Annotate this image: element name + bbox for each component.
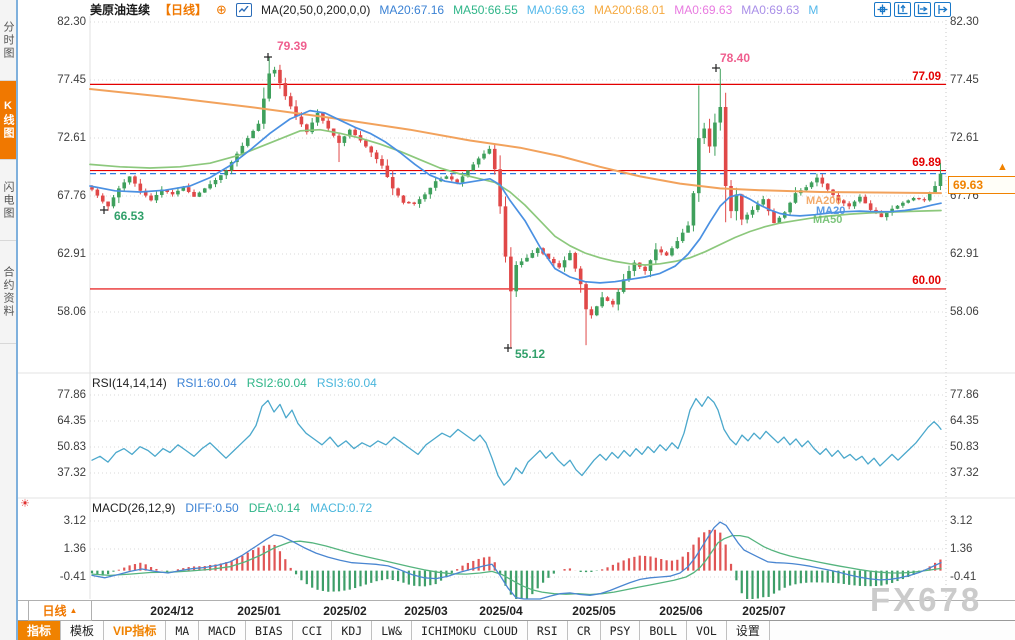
toolbar-item-psy[interactable]: PSY <box>601 621 641 640</box>
date-label: 2025/06 <box>659 604 703 618</box>
ma-legend-item: MA0:69.63 <box>674 2 733 17</box>
toolbar-item-lw[interactable]: LW& <box>372 621 412 640</box>
macd-legend-item: DEA:0.14 <box>248 501 301 515</box>
sidebar-tab-kline-active[interactable]: K线图 <box>0 81 16 160</box>
crosshair-icon[interactable] <box>874 2 891 17</box>
period-selector-label: 日线 <box>42 604 67 618</box>
macd-settings-sun-icon[interactable]: ☀ <box>20 498 30 510</box>
toolbar-item-ma[interactable]: MA <box>166 621 200 640</box>
date-label: 2025/05 <box>572 604 616 618</box>
period-up-arrow-icon: ▲ <box>69 606 78 615</box>
period-selector[interactable]: 日线 ▲ <box>28 601 92 621</box>
sidebar-tab-view[interactable]: 分时图 <box>0 0 16 81</box>
toolbar-item-cn[interactable]: 指标 <box>18 621 62 640</box>
date-label: 2025/02 <box>323 604 367 618</box>
price-up-arrow-icon: ▲ <box>997 161 1008 173</box>
toolbar-item-vol[interactable]: VOL <box>687 621 727 640</box>
ma-legend-item: MA20:67.16 <box>379 2 445 17</box>
macd-legend-item: MACD:0.72 <box>310 501 373 515</box>
sidebar-tab-view[interactable]: 闪电图 <box>0 160 16 241</box>
ma-formula: MA(20,50,0,200,0,0) <box>260 2 371 17</box>
macd-legend-item: DIFF:0.50 <box>185 501 239 515</box>
macd-legend: DIFF:0.50 DEA:0.14 MACD:0.72 <box>185 501 372 515</box>
ma-legend-item: MA0:69.63 <box>741 2 800 17</box>
toolbar-item-kdj[interactable]: KDJ <box>332 621 373 640</box>
toolbar-item-rsi[interactable]: RSI <box>528 621 568 640</box>
chart-toolbar-icons <box>874 2 951 17</box>
rsi-legend: RSI1:60.04 RSI2:60.04 RSI3:60.04 <box>177 376 377 390</box>
view-sidebar: 分时图 K线图 闪电图 合约资料 <box>0 0 18 640</box>
pan-right-icon[interactable] <box>934 2 951 17</box>
rsi-legend-item: RSI2:60.04 <box>246 376 307 390</box>
rsi-legend-item: RSI1:60.04 <box>176 376 237 390</box>
toolbar-item-cn[interactable]: 模板 <box>61 621 105 640</box>
chart-header: 美原油连续 【日线】 ⊕ MA(20,50,0,200,0,0) MA20:67… <box>90 1 818 18</box>
toolbar-item-cn[interactable]: 设置 <box>727 621 770 640</box>
rsi-panel-header: RSI(14,14,14) RSI1:60.04 RSI2:60.04 RSI3:6… <box>92 376 377 390</box>
rsi-legend-item: RSI3:60.04 <box>316 376 377 390</box>
ma-legend-item: M <box>808 2 819 17</box>
toolbar-item-cr[interactable]: CR <box>568 621 601 640</box>
zoom-vertical-axis-icon[interactable] <box>894 2 911 17</box>
macd-title: MACD(26,12,9) <box>92 501 176 515</box>
ma-legend-item: MA0:69.63 <box>526 2 585 17</box>
sidebar-tab-view[interactable]: 合约资料 <box>0 241 16 344</box>
symbol-name: 美原油连续 <box>90 3 151 17</box>
toolbar-item-macd[interactable]: MACD <box>199 621 246 640</box>
toolbar-item-ichimokucloud[interactable]: ICHIMOKU CLOUD <box>412 621 528 640</box>
indicator-toolbar: 指标 模板 VIP指标 MA MACD BIAS CCI KDJ LW& ICHIMOKU CLO… <box>18 621 1015 640</box>
period-tag: 【日线】 <box>159 3 208 17</box>
date-label: 2024/12 <box>150 604 194 618</box>
date-label: 2025/04 <box>479 604 523 618</box>
ma-legend: MA20:67.16 MA50:66.55 MA0:69.63 MA200:68.01… <box>379 3 818 17</box>
toolbar-item-vip[interactable]: VIP指标 <box>104 621 167 640</box>
toolbar-item-boll[interactable]: BOLL <box>640 621 688 640</box>
date-label: 2025/03 <box>404 604 448 618</box>
last-price-badge: 69.63 <box>948 176 1015 194</box>
toolbar-item-cci[interactable]: CCI <box>293 621 333 640</box>
circle-plus-icon[interactable]: ⊕ <box>216 2 227 17</box>
kline-chart-icon[interactable] <box>235 2 252 17</box>
ma-legend-item: MA200:68.01 <box>593 2 666 17</box>
date-label: 2025/07 <box>742 604 786 618</box>
date-label: 2025/01 <box>237 604 281 618</box>
time-axis: 日线 ▲ 2024/12 2025/01 2025/02 2025/03 2025/04… <box>18 600 1015 621</box>
macd-panel-header: MACD(26,12,9) DIFF:0.50 DEA:0.14 MACD:0.72 <box>92 501 372 515</box>
toolbar-item-bias[interactable]: BIAS <box>246 621 293 640</box>
zoom-horizontal-axis-icon[interactable] <box>914 2 931 17</box>
ma-legend-item: MA50:66.55 <box>453 2 518 17</box>
rsi-title: RSI(14,14,14) <box>92 376 167 390</box>
